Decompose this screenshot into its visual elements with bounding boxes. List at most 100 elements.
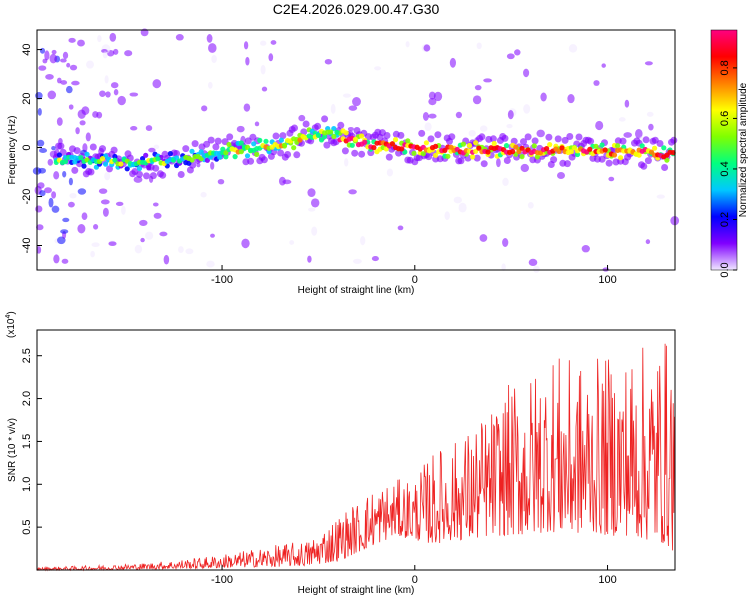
- spectrogram-ridge-cell: [300, 128, 308, 136]
- spectrogram-noise-cell: [533, 265, 540, 273]
- spectrogram-ridge-cell: [556, 148, 562, 154]
- spectrogram-ridge-cell: [159, 171, 167, 179]
- spectrogram-ridge-cell: [389, 141, 395, 147]
- spectrogram-ridge-cell: [599, 142, 605, 148]
- spectrogram-noise-cell: [624, 99, 630, 108]
- spectrogram-noise-cell: [405, 41, 410, 48]
- spectrogram-noise-cell: [260, 64, 266, 75]
- spectrogram-ridge-cell: [87, 168, 95, 176]
- spectrogram-noise-cell: [38, 147, 48, 154]
- spectrogram-ridge-cell: [318, 137, 325, 143]
- spectrogram-noise-cell: [39, 47, 46, 54]
- spectrogram-noise-cell: [100, 199, 110, 205]
- spectrogram-noise-cell: [206, 260, 215, 268]
- spectrogram-ridge-cell: [587, 146, 593, 152]
- spectrogram-ridge-cell: [425, 153, 433, 161]
- spectrogram-noise-cell: [344, 158, 349, 167]
- spectrogram-noise-cell: [243, 103, 251, 112]
- spectrogram-ridge-cell: [519, 154, 525, 160]
- spectrogram-ridge-cell: [531, 137, 539, 145]
- spectrogram-ridge-cell: [112, 153, 118, 160]
- spectrogram-ridge-cell: [466, 142, 473, 149]
- spectrogram-noise-cell: [81, 212, 88, 221]
- spectrogram-ridge-cell: [343, 130, 349, 136]
- spectrogram-noise-cell: [44, 187, 52, 194]
- spectrogram-ridge-cell: [136, 170, 143, 178]
- spectrogram-noise-cell: [35, 205, 43, 213]
- snr-y-tick-label: 1.5: [21, 434, 33, 449]
- spectrogram-noise-cell: [656, 194, 665, 199]
- spectrogram-ridge-cell: [78, 155, 84, 161]
- spectrogram-noise-cell: [201, 105, 208, 112]
- spectrogram-noise-cell: [99, 90, 106, 97]
- spectrogram-ridge-cell: [563, 160, 571, 168]
- spectrogram-ridge-cell: [189, 157, 195, 163]
- spectrogram-noise-cell: [208, 43, 217, 53]
- spectrogram-noise-cell: [79, 120, 86, 126]
- spectrogram-noise-cell: [140, 237, 145, 243]
- spectrogram-ridge-cell: [359, 133, 365, 139]
- colorbar-tick-label: 0.4: [719, 161, 731, 176]
- spectrogram-ridge-cell: [513, 144, 519, 150]
- spectrogram-noise-cell: [424, 122, 432, 132]
- snr-frame: [36, 329, 676, 571]
- snr-x-tick-label: -100: [211, 574, 233, 586]
- spectrogram-ridge-cell: [226, 133, 234, 141]
- spectrogram-noise-cell: [483, 78, 492, 83]
- spectrogram-noise-cell: [618, 117, 626, 122]
- spectrogram-noise-cell: [217, 179, 225, 185]
- spectrogram-y-tick-label: 20: [21, 92, 33, 104]
- spectrogram-ridge-cell: [652, 145, 658, 151]
- spectrogram-noise-cell: [93, 224, 99, 230]
- spectrogram-noise-cell: [536, 129, 545, 138]
- spectrogram-ridge-cell: [566, 133, 574, 140]
- spectrogram-noise-cell: [113, 89, 119, 96]
- snr-y-tick-label: 2.0: [21, 391, 33, 406]
- spectrogram-noise-cell: [49, 53, 58, 64]
- spectrogram-ridge-cell: [358, 150, 366, 158]
- spectrogram-noise-cell: [595, 120, 604, 131]
- spectrogram-noise-cell: [428, 113, 437, 119]
- spectrogram-ridge-cell: [272, 132, 280, 140]
- spectrogram-ridge-cell: [257, 137, 263, 143]
- spectrogram-ridge-cell: [263, 138, 269, 144]
- spectrogram-ridge-cell: [561, 136, 569, 144]
- spectrogram-noise-cell: [69, 64, 78, 71]
- spectrogram-noise-cell: [134, 244, 143, 254]
- spectrogram-ridge-cell: [186, 160, 192, 166]
- spectrogram-ridge-cell: [619, 137, 627, 145]
- spectrogram-ridge-cell: [351, 149, 359, 157]
- spectrogram-noise-cell: [102, 207, 109, 217]
- spectrogram-ridge-cell: [284, 151, 292, 158]
- spectrogram-y-ticks: -40 -20 0 20 40: [21, 43, 42, 253]
- spectrogram-noise-cell: [635, 128, 643, 139]
- snr-x-tick-label: 100: [598, 574, 616, 586]
- spectrogram-ridge-cell: [656, 140, 664, 147]
- spectrogram-ridge-cell: [405, 138, 411, 144]
- spectrogram-noise-cell: [117, 95, 126, 106]
- spectrogram-ridge-cell: [602, 147, 608, 153]
- spectrogram-ridge-cell: [191, 140, 199, 148]
- spectrogram-ridge-cell: [457, 157, 465, 165]
- spectrogram-noise-cell: [282, 179, 292, 185]
- spectrogram-noise-cell: [310, 198, 320, 208]
- spectrogram-ridge-cell: [480, 160, 488, 168]
- spectrogram-ridge-cell: [341, 147, 349, 155]
- spectrogram-frame: [36, 29, 676, 271]
- spectrogram-noise-cell: [36, 246, 42, 254]
- spectrogram-noise-cell: [501, 263, 506, 271]
- spectrogram-noise-cell: [53, 171, 60, 180]
- spectrogram-noise-cell: [39, 190, 46, 197]
- spectrogram-ridge-cell: [593, 143, 599, 149]
- spectrogram-noise-cell: [153, 144, 160, 150]
- spectrogram-ridge-cell: [182, 145, 190, 153]
- spectrogram-x-tick-label: -100: [211, 274, 233, 286]
- spectrogram-ridge-cell: [473, 140, 479, 146]
- spectrogram-noise-cell: [556, 172, 566, 179]
- spectrogram-noise-cell: [104, 172, 111, 181]
- spectrogram-ridge-cell: [550, 156, 558, 164]
- spectrogram-ridge-cell: [149, 172, 157, 180]
- spectrogram-noise-cell: [479, 125, 488, 132]
- spectrogram-ridge-cell: [238, 149, 244, 155]
- spectrogram-noise-cell: [51, 205, 60, 213]
